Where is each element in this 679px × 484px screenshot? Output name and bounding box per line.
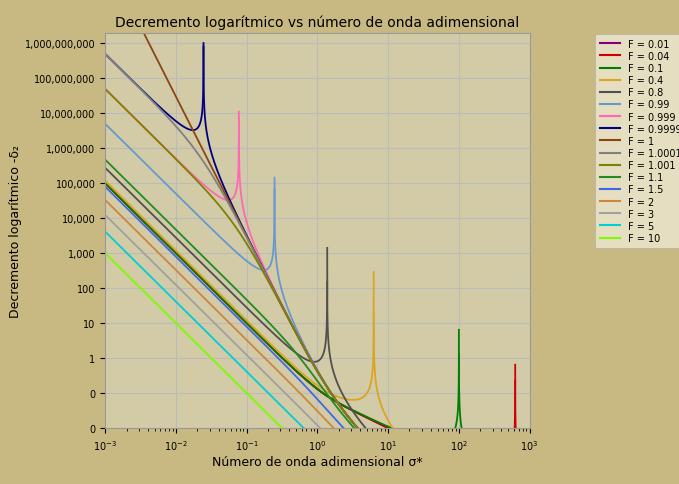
- Title: Decremento logarítmico vs número de onda adimensional: Decremento logarítmico vs número de onda…: [115, 15, 519, 30]
- Y-axis label: Decremento logarítmico -δ₂: Decremento logarítmico -δ₂: [9, 145, 22, 318]
- Legend: F = 0.01, F = 0.04, F = 0.1, F = 0.4, F = 0.8, F = 0.99, F = 0.999, F = 0.9999, : F = 0.01, F = 0.04, F = 0.1, F = 0.4, F …: [595, 35, 679, 248]
- X-axis label: Número de onda adimensional σ*: Número de onda adimensional σ*: [212, 454, 423, 468]
